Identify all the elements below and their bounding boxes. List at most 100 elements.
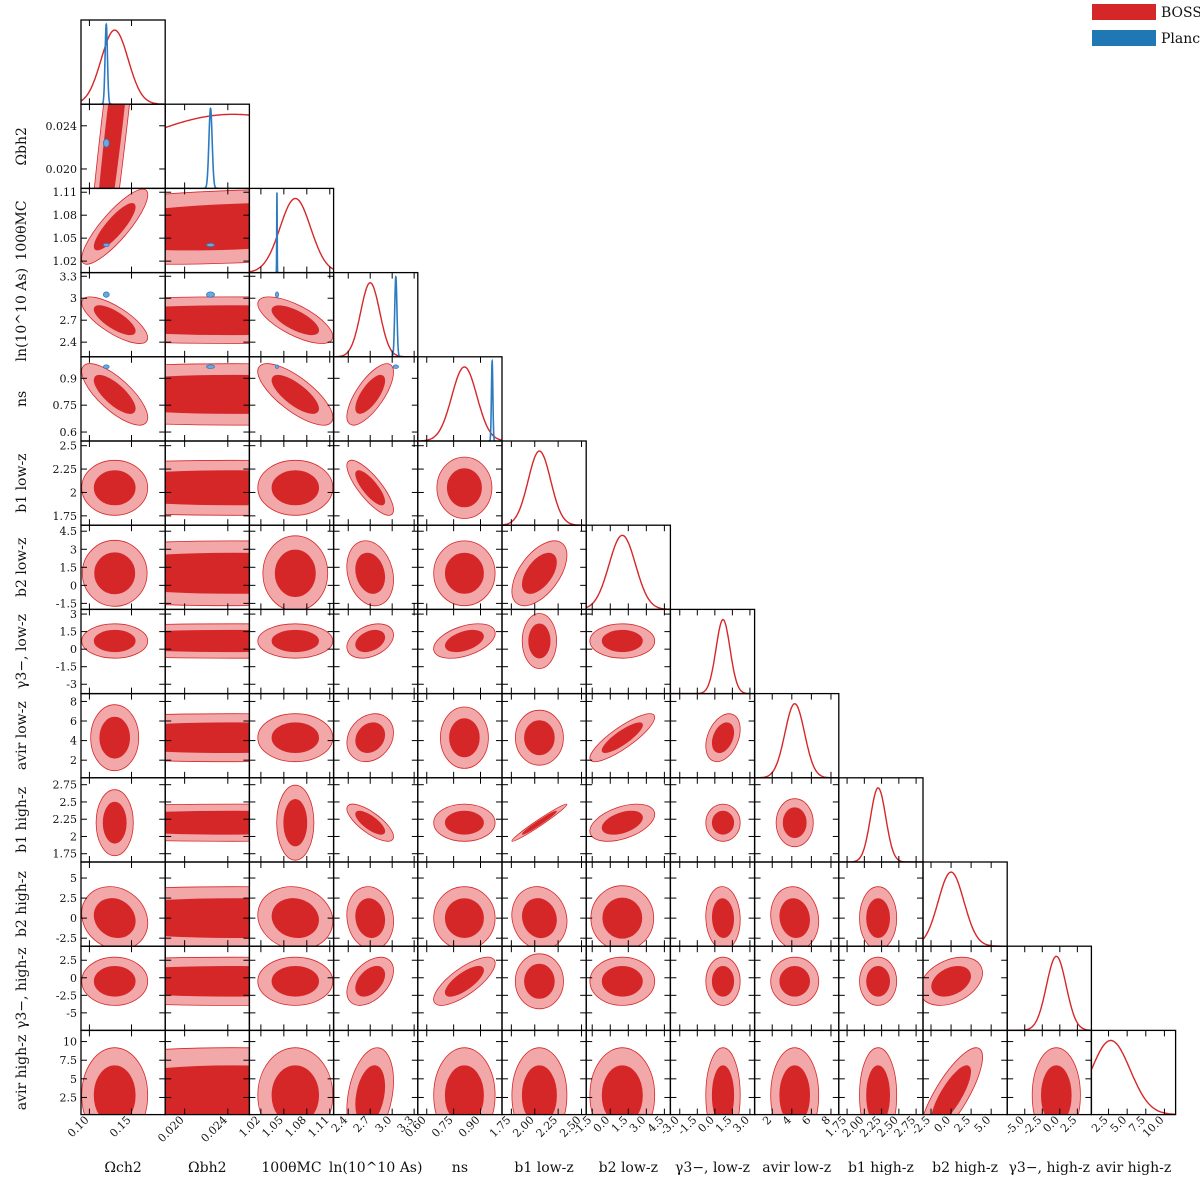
x-tick-label: 2.25 <box>534 1114 561 1141</box>
panel-4-4 <box>417 356 503 442</box>
x-tick-label: 2 <box>760 1114 774 1128</box>
svg-text:ln(10^10 As): ln(10^10 As) <box>329 1160 423 1176</box>
contour-inner-3-0 <box>93 305 136 336</box>
panel-7-2 <box>248 608 335 695</box>
svg-text:b1 low-z: b1 low-z <box>514 1160 573 1176</box>
contour-inner-10-8 <box>779 898 810 938</box>
y-tick-label: 1.11 <box>53 186 78 199</box>
panel-frame <box>332 271 419 358</box>
panel-6-4 <box>417 524 503 611</box>
panel-12-10 <box>922 1029 1008 1116</box>
contour-inner-9-5 <box>521 810 557 835</box>
panel-8-1 <box>164 692 251 779</box>
contour-inner-11-8 <box>779 965 811 997</box>
contour-inner-10-1 <box>165 898 250 938</box>
panel-8-2 <box>248 692 335 779</box>
panel-5-0 <box>80 440 166 526</box>
panel-10-5 <box>501 861 587 947</box>
marginal-boss-b1-high-z <box>838 787 923 862</box>
param-label-b2-low-z: b2 low-z <box>599 1160 658 1176</box>
param-label-avir-high-z: avir high-z <box>14 1035 30 1110</box>
y-tick-label: -5 <box>66 1007 77 1020</box>
contour-inner-12-4 <box>444 1065 484 1115</box>
x-tick-label: 6 <box>799 1114 813 1128</box>
svg-text:b1 high-z: b1 high-z <box>848 1160 914 1176</box>
y-tick-label: -3 <box>66 678 77 691</box>
svg-text:100θMC: 100θMC <box>261 1160 321 1176</box>
contour-planck-2-0 <box>103 242 110 247</box>
marginal-planck-ch2 <box>100 22 113 105</box>
y-tick-label: 3.3 <box>60 270 78 283</box>
y-tick-label: 2.5 <box>60 796 78 809</box>
panel-9-0 <box>80 777 166 863</box>
param-label-ln-10-10-as: ln(10^10 As) <box>14 268 30 362</box>
marginal-planck-ns <box>488 358 496 441</box>
marginal-planck-bh2 <box>202 107 219 189</box>
panel-7-7 <box>669 608 756 695</box>
y-tick-label: 1.5 <box>60 561 78 574</box>
contour-inner-5-3 <box>355 470 386 506</box>
contour-inner-7-1 <box>165 629 250 653</box>
x-tick-label: 1.08 <box>282 1114 309 1141</box>
contour-inner-11-10 <box>931 966 971 997</box>
contour-inner-7-2 <box>271 629 319 653</box>
panel-12-7 <box>669 1029 756 1116</box>
panel-frame <box>838 777 924 863</box>
contour-inner-9-0 <box>102 801 127 844</box>
y-tick-label: 2.75 <box>53 779 78 792</box>
panel-8-5 <box>501 692 587 779</box>
y-tick-label: 2.4 <box>60 336 78 349</box>
y-tick-label: -2.5 <box>56 932 77 945</box>
contour-inner-4-2 <box>271 374 319 414</box>
x-tick-label: 2.5 <box>1058 1114 1080 1136</box>
contour-inner-9-6 <box>601 810 643 835</box>
svg-text:100θMC: 100θMC <box>14 200 30 260</box>
y-tick-label: 2 <box>70 486 77 499</box>
contour-planck-2-1 <box>206 242 215 247</box>
y-tick-label: -2.5 <box>56 989 77 1002</box>
y-tick-label: 2.5 <box>60 1091 78 1104</box>
panel-12-2 <box>248 1029 335 1116</box>
panel-11-0 <box>80 945 166 1032</box>
panel-11-6 <box>585 945 672 1032</box>
panel-3-2 <box>248 271 335 358</box>
y-tick-label: 4.5 <box>60 525 78 538</box>
y-tick-label: 0 <box>70 972 77 985</box>
panel-10-2 <box>248 861 335 947</box>
contour-inner-8-0 <box>99 716 131 759</box>
x-tick-label: 2.00 <box>510 1114 537 1141</box>
contour-planck-3-1 <box>206 291 215 298</box>
panel-3-0 <box>80 271 166 358</box>
contour-inner-11-4 <box>444 965 484 997</box>
x-tick-label: 0.90 <box>456 1114 483 1141</box>
contour-inner-1-0 <box>93 104 136 189</box>
panel-frame <box>1006 945 1093 1032</box>
contour-planck-4-1 <box>206 364 215 369</box>
contour-inner-9-4 <box>444 810 484 835</box>
svg-text:γ3−, low-z: γ3−, low-z <box>675 1160 750 1176</box>
panel-8-4 <box>417 692 503 779</box>
svg-text:γ3−, low-z: γ3−, low-z <box>14 614 30 689</box>
contour-inner-10-9 <box>866 898 890 938</box>
x-tick-label: 0.75 <box>429 1114 456 1141</box>
panel-10-4 <box>417 861 503 947</box>
marginal-boss-b2-high-z <box>923 871 1008 947</box>
x-tick-label: 0.0 <box>932 1114 954 1136</box>
y-tick-label: 2.5 <box>60 440 78 453</box>
marginal-planck-ln-10-10-as <box>390 275 402 357</box>
marginal-boss-ln-10-10-as <box>333 281 418 357</box>
panel-11-2 <box>248 945 335 1032</box>
contour-inner-2-0 <box>93 203 136 251</box>
panel-5-4 <box>417 440 503 526</box>
y-tick-label: 0.024 <box>46 120 78 133</box>
panel-10-6 <box>585 861 672 947</box>
panel-5-1 <box>164 440 251 526</box>
panel-10-0 <box>80 861 166 947</box>
panel-12-1 <box>164 1029 251 1116</box>
x-tick-label: 1.05 <box>259 1114 286 1141</box>
panel-9-6 <box>585 777 672 863</box>
y-tick-label: 0 <box>70 912 77 925</box>
x-tick-label: 2.4 <box>329 1114 351 1136</box>
contour-inner-12-3 <box>355 1065 386 1115</box>
y-tick-label: -1.5 <box>56 597 77 610</box>
